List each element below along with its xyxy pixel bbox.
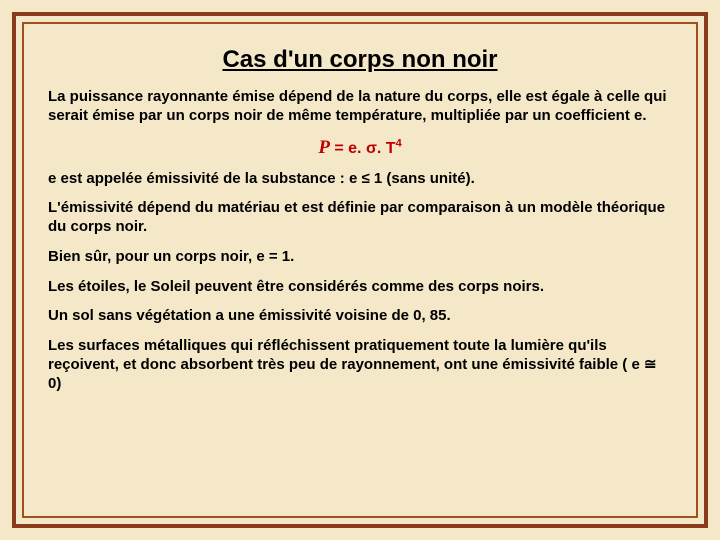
formula-exponent: 4	[396, 137, 402, 149]
paragraph-6: Un sol sans végétation a une émissivité …	[48, 307, 672, 326]
paragraph-3: L'émissivité dépend du matériau et est d…	[48, 199, 672, 237]
paragraph-1: La puissance rayonnante émise dépend de …	[48, 88, 672, 126]
slide-title: Cas d'un corps non noir	[48, 46, 672, 74]
paragraph-5: Les étoiles, le Soleil peuvent être cons…	[48, 278, 672, 297]
inner-frame: Cas d'un corps non noir La puissance ray…	[22, 22, 698, 518]
paragraph-2: e est appelée émissivité de la substance…	[48, 170, 672, 189]
formula-lhs: P	[318, 137, 330, 158]
paragraph-7: Les surfaces métalliques qui réfléchisse…	[48, 337, 672, 393]
outer-frame: Cas d'un corps non noir La puissance ray…	[12, 12, 708, 528]
formula-rhs-prefix: = e. σ. T	[330, 140, 396, 157]
formula: P = e. σ. T4	[48, 137, 672, 159]
paragraph-4: Bien sûr, pour un corps noir, e = 1.	[48, 248, 672, 267]
